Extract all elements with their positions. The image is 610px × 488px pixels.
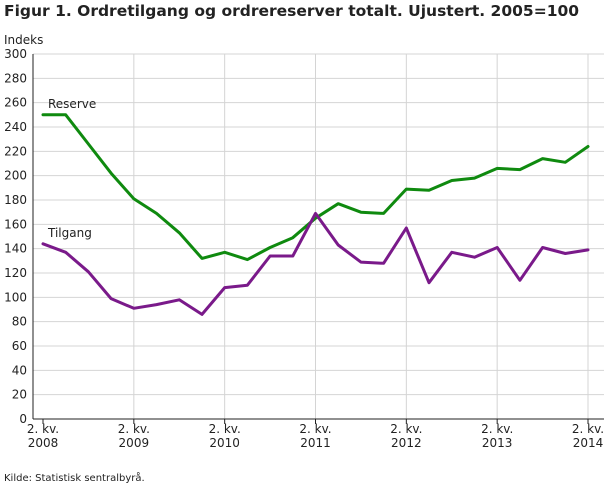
y-tick-label: 40 bbox=[12, 363, 27, 377]
y-tick-label: 80 bbox=[12, 315, 27, 329]
y-axis-label: Indeks bbox=[4, 33, 43, 47]
y-axis-ticks: 0 20 40 60 80 100 120 140 160 180 200 220 240 260 280 3… bbox=[4, 47, 27, 426]
series-lines bbox=[41, 113, 590, 316]
y-tick-label: 260 bbox=[4, 96, 27, 110]
x-tick-label: 2011 bbox=[300, 436, 331, 450]
gridlines bbox=[32, 53, 604, 420]
x-tick-label: 2010 bbox=[209, 436, 240, 450]
x-tick-label: 2008 bbox=[28, 436, 59, 450]
y-tick-label: 220 bbox=[4, 144, 27, 158]
y-tick-label: 140 bbox=[4, 242, 27, 256]
source-note: Kilde: Statistisk sentralbyrå. bbox=[4, 473, 145, 484]
x-tick-label: 2012 bbox=[391, 436, 422, 450]
y-tick-label: 60 bbox=[12, 339, 27, 353]
x-tick-label: 2. kv. bbox=[481, 422, 513, 436]
y-tick-label: 0 bbox=[19, 412, 27, 426]
series-line-reserve bbox=[41, 113, 590, 262]
y-tick-label: 200 bbox=[4, 169, 27, 183]
series-label-tilgang: Tilgang bbox=[47, 226, 92, 240]
y-tick-label: 300 bbox=[4, 47, 27, 61]
x-tick-label: 2. kv. bbox=[390, 422, 422, 436]
y-tick-label: 20 bbox=[12, 388, 27, 402]
x-tick-label: 2009 bbox=[119, 436, 150, 450]
chart-title: Figur 1. Ordretilgang og ordrereserver t… bbox=[4, 2, 580, 20]
y-tick-label: 100 bbox=[4, 290, 27, 304]
series-label-reserve: Reserve bbox=[48, 97, 96, 111]
x-tick-label: 2. kv. bbox=[572, 422, 604, 436]
x-tick-label: 2. kv. bbox=[118, 422, 150, 436]
x-tick-label: 2014 bbox=[573, 436, 604, 450]
x-tick-label: 2. kv. bbox=[209, 422, 241, 436]
series-line-tilgang bbox=[41, 211, 590, 316]
x-tick-label: 2. kv. bbox=[27, 422, 59, 436]
x-tick-label: 2013 bbox=[482, 436, 513, 450]
x-tick-label: 2. kv. bbox=[299, 422, 331, 436]
y-tick-label: 280 bbox=[4, 71, 27, 85]
y-tick-label: 180 bbox=[4, 193, 27, 207]
y-tick-label: 240 bbox=[4, 120, 27, 134]
y-tick-label: 160 bbox=[4, 217, 27, 231]
series-labels: Reserve Tilgang bbox=[47, 97, 96, 240]
y-tick-label: 120 bbox=[4, 266, 27, 280]
